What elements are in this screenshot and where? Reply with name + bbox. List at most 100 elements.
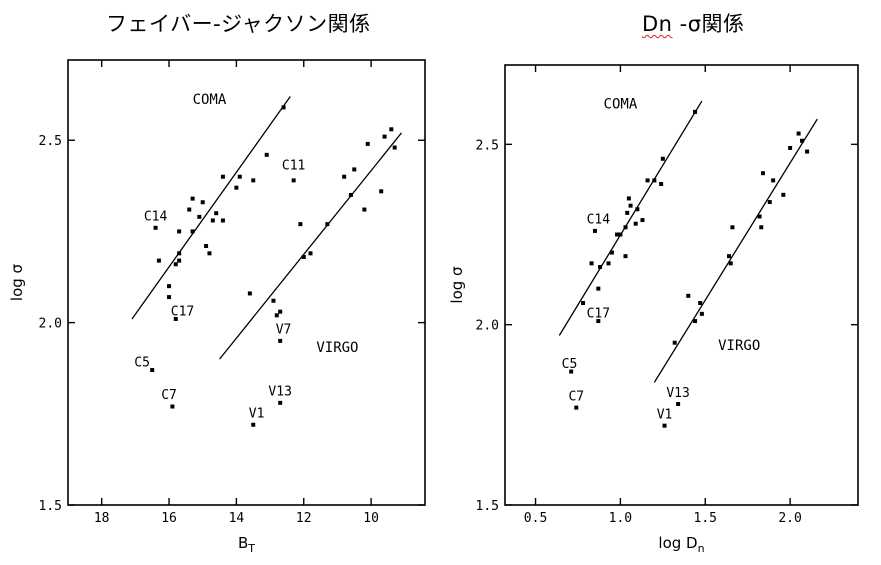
chart1-annotation-v13: V13 [268,385,291,400]
chart2-point-coma [569,369,574,374]
chart2-point-virgo [728,261,733,266]
chart1-group-label-coma: COMA [193,92,227,108]
chart1-y-tick-label: 1.5 [39,499,62,514]
chart2-point-coma [596,286,601,291]
chart1-point-coma [167,295,172,300]
chart1-point-coma [177,251,182,256]
chart1-fit-line-coma [131,96,291,320]
chart2-group-label-virgo: VIRGO [718,338,760,354]
chart1-point-coma [167,284,172,289]
chart2-point-virgo [693,319,698,324]
chart1-point-coma [220,174,225,179]
chart2-x-tick-label: 2.0 [778,511,801,526]
chart2-point-virgo [788,145,793,150]
chart2-point-coma [652,178,657,183]
chart2-point-virgo [799,138,804,143]
chart2-annotation-c17: C17 [587,306,610,321]
chart1-point-coma [281,105,286,110]
chart2-point-virgo [759,225,764,230]
chart2-point-coma [660,156,665,161]
chart1-point-virgo [278,400,283,405]
chart1-point-virgo [362,207,367,212]
chart1-x-tick-label: 18 [94,511,110,526]
chart2-point-coma [626,196,631,201]
chart1-plot-frame [67,59,426,506]
chart2-point-coma [640,218,645,223]
chart2-y-axis-label: log σ [448,266,466,304]
chart1-point-coma [207,251,212,256]
chart2-point-coma [596,319,601,324]
chart2-point-coma [645,178,650,183]
chart1-point-virgo [382,134,387,139]
chart1-y-tick-label: 2.5 [39,134,62,149]
chart2-point-coma [615,232,620,237]
right-title-suffix: -σ関係 [672,12,745,36]
chart2-point-virgo [781,192,786,197]
chart2-x-tick-label: 0.5 [524,511,547,526]
chart2-annotation-v13: V13 [666,386,689,401]
chart2-point-virgo [698,301,703,306]
chart1-point-virgo [379,189,384,194]
chart2-point-coma [609,250,614,255]
chart1-point-coma [156,258,161,263]
chart2-point-virgo [686,293,691,298]
chart2-point-virgo [676,402,681,407]
chart1-annotation-c5: C5 [134,355,150,370]
chart2-point-virgo [662,423,667,428]
chart1-point-virgo [365,141,370,146]
chart1-point-coma [153,225,158,230]
chart2-point-coma [623,254,628,259]
chart2-point-virgo [805,149,810,154]
chart1-point-virgo [301,254,306,259]
chart1-x-tick-label: 10 [363,511,379,526]
chart2-y-tick-label: 1.5 [476,499,499,514]
chart2-annotation-c7: C7 [568,389,584,404]
chart2-point-coma [592,228,597,233]
chart2-point-coma [693,109,698,114]
chart1-point-coma [200,200,205,205]
chart1-annotation-c14: C14 [144,209,168,224]
chart1-point-coma [210,218,215,223]
chart1-x-axis-label: BT [238,534,255,555]
chart2-group-label-coma: COMA [604,96,638,112]
chart1-point-coma [150,368,155,373]
chart1-annotation-c17: C17 [171,304,194,319]
chart1-x-tick-label: 12 [296,511,312,526]
chart1-point-coma [170,404,175,409]
chart2-point-coma [628,203,633,208]
chart2-x-tick-label: 1.5 [694,511,717,526]
right-title-prefix: Dn [642,12,673,36]
chart1-annotation-v7: V7 [276,323,292,338]
chart1-point-coma [173,262,178,267]
chart2-annotation-c14: C14 [587,213,611,228]
chart2-point-virgo [727,254,732,259]
chart2-fit-line-virgo [653,118,818,383]
chart2-annotation-v1: V1 [657,407,673,422]
chart2-y-tick-label: 2.0 [476,319,499,334]
chart1-x-tick-label: 16 [161,511,177,526]
right-chart-title: Dn -σ関係 [642,8,745,38]
chart1-point-virgo [308,251,313,256]
chart2-point-coma [659,182,664,187]
chart2-point-coma [606,261,611,266]
chart1-point-coma [204,244,209,249]
chart1-annotation-c7: C7 [161,388,177,403]
chart1-point-virgo [342,174,347,179]
chart1-point-virgo [271,298,276,303]
chart1-point-coma [190,229,195,234]
chart2-fit-line-coma [558,100,703,336]
chart1-fit-line-virgo [219,132,402,360]
chart2-point-virgo [730,225,735,230]
chart1-point-virgo [389,127,394,132]
chart2-point-coma [581,301,586,306]
chart1-point-virgo [352,167,357,172]
chart2-point-coma [574,405,579,410]
chart2-point-virgo [771,178,776,183]
chart1-point-virgo [251,422,256,427]
chart1-x-tick-label: 14 [229,511,245,526]
chart2-point-coma [623,225,628,230]
chart1-point-virgo [325,222,330,227]
chart2-point-virgo [767,200,772,205]
chart2-point-coma [633,221,638,226]
